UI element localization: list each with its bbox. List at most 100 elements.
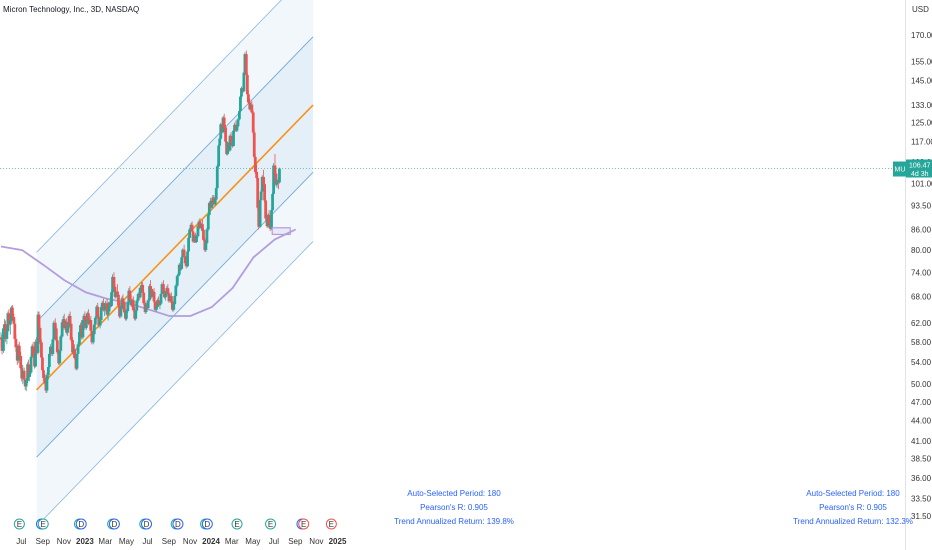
candle: [91, 332, 95, 345]
candle-body: [8, 320, 12, 325]
candle-body: [29, 356, 33, 373]
candle-body: [174, 285, 178, 297]
candle-body: [106, 311, 110, 315]
candle-body: [273, 165, 277, 174]
candle-body: [263, 184, 267, 201]
candle-body: [164, 294, 167, 298]
candle-body: [7, 313, 11, 325]
candle: [92, 322, 96, 336]
marker-circle: [231, 518, 243, 530]
price-tick-label: 47.00: [911, 398, 932, 407]
candle-body: [204, 243, 208, 251]
trend-line: [36, 104, 314, 391]
price-tick-label: 44.00: [911, 417, 932, 426]
marker-label: E: [268, 520, 273, 529]
candle: [273, 154, 277, 176]
candle-body: [251, 112, 255, 133]
candle-body: [99, 307, 103, 321]
candle: [187, 236, 191, 253]
candle: [244, 50, 248, 77]
candle-body: [59, 336, 63, 351]
candle-body: [102, 302, 106, 311]
symbol-tag-label: MU: [895, 167, 906, 174]
earnings-marker: E: [325, 518, 337, 530]
candle: [214, 186, 218, 202]
price-axis[interactable]: 170.00155.00145.00133.00125.00117.00109.…: [911, 31, 932, 521]
candle-body: [131, 300, 135, 311]
candle-body: [188, 229, 192, 238]
candle: [68, 311, 72, 326]
candle-body: [91, 334, 95, 343]
price-tag: [906, 159, 932, 178]
marker-label: D: [78, 520, 84, 529]
candle-body: [177, 264, 181, 275]
price-tick-label: 50.00: [911, 380, 932, 389]
price-tick-label: 125.00: [911, 119, 932, 128]
time-tick-label: May: [245, 537, 260, 546]
candle: [278, 167, 281, 184]
candle: [190, 221, 194, 233]
candle: [141, 282, 145, 295]
time-tick-label: Sep: [162, 537, 177, 546]
candle: [99, 304, 103, 322]
marker-label: D: [144, 520, 150, 529]
candle-body: [271, 193, 274, 211]
candle: [12, 313, 16, 326]
candle-body: [134, 310, 138, 319]
candle-body: [258, 200, 262, 227]
candle-body: [180, 257, 184, 269]
candle: [183, 253, 187, 265]
price-tick-label: 117.00: [911, 138, 932, 147]
marker-label: E: [17, 520, 22, 529]
candle: [182, 244, 186, 258]
dividend-marker: D: [108, 518, 120, 530]
candle: [215, 164, 219, 190]
time-axis[interactable]: Jul Sep Nov 2023 Mar May Jul Sep Nov 2024 Mar May Ju…: [16, 537, 347, 546]
candle: [229, 132, 233, 143]
candle: [93, 315, 97, 328]
candle-body: [210, 200, 214, 208]
price-tick-label: 36.00: [911, 474, 932, 483]
candle-body: [264, 200, 268, 219]
candle: [224, 125, 227, 143]
candle-body: [37, 314, 41, 328]
price-tick-label: 62.00: [911, 319, 932, 328]
candle-body: [267, 214, 271, 223]
candle-body: [60, 322, 64, 337]
candle-body: [119, 308, 123, 317]
time-tick-label: Sep: [288, 537, 303, 546]
candle: [201, 219, 204, 232]
candle: [122, 300, 126, 315]
candle-body: [259, 191, 263, 201]
marker-label: D: [111, 520, 117, 529]
candle-body: [55, 340, 59, 353]
candle: [166, 284, 170, 295]
earnings-marker: E: [265, 518, 277, 530]
candle: [250, 100, 254, 114]
candle-body: [69, 323, 73, 340]
marker-circle: [37, 518, 49, 530]
candle-body: [43, 377, 47, 384]
candle: [31, 341, 35, 359]
time-tick-label: Jul: [269, 537, 279, 546]
time-tick-label: 2024: [202, 537, 220, 546]
candle: [236, 118, 240, 128]
time-tick-label: Nov: [309, 537, 323, 546]
candle: [47, 351, 51, 369]
candle: [38, 325, 42, 345]
last-price-badge: MU 106.47 4d 3h: [893, 159, 932, 178]
dividend-marker: D: [201, 518, 213, 530]
candle-body: [24, 380, 28, 387]
candle-body: [125, 311, 128, 319]
candle: [128, 286, 132, 301]
candle-body: [117, 294, 120, 306]
candle-body: [253, 156, 257, 172]
candle: [5, 329, 9, 345]
candle: [84, 318, 88, 330]
candle-body: [112, 276, 116, 287]
candle-body: [182, 249, 186, 257]
candle-body: [190, 224, 194, 232]
earnings-marker: E: [298, 518, 310, 530]
